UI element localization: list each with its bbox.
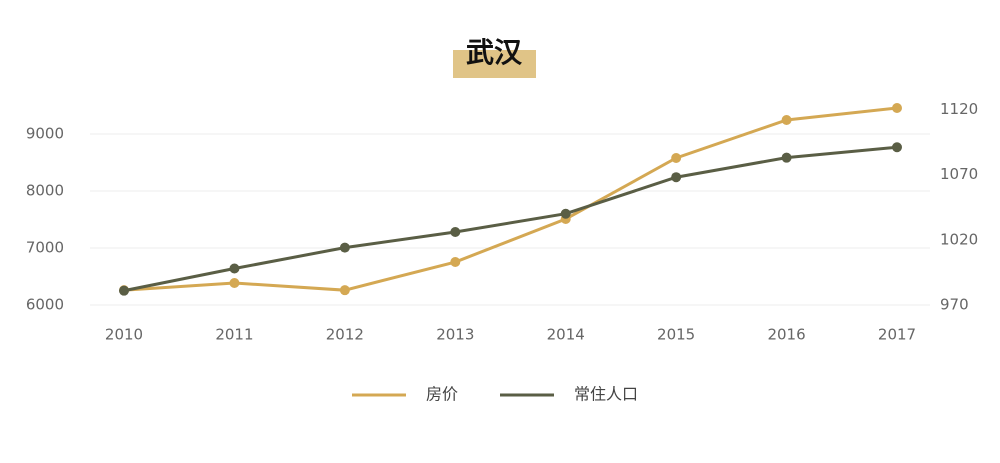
point	[229, 277, 240, 288]
x-tick-label: 2011	[215, 326, 253, 344]
y-tick-label: 9000	[26, 125, 64, 143]
point	[892, 142, 902, 153]
point	[229, 263, 240, 274]
x-tick-label: 2014	[547, 326, 585, 344]
y-tick-label: 7000	[26, 239, 64, 257]
point	[671, 172, 682, 183]
point	[671, 152, 682, 163]
x-tick-label: 2013	[436, 326, 474, 344]
legend-label: 常住人口	[574, 385, 638, 404]
x-tick-label: 2017	[878, 326, 916, 344]
x-tick-label: 2015	[657, 326, 695, 344]
point	[119, 285, 129, 296]
point	[450, 257, 461, 268]
y2-tick-label: 1020	[940, 230, 978, 248]
point	[560, 208, 571, 219]
point	[450, 226, 461, 237]
chart-title: 武汉	[466, 36, 523, 69]
legend-label: 房价	[426, 385, 458, 404]
point	[339, 242, 350, 253]
line	[123, 145, 898, 293]
y-tick-label: 6000	[26, 296, 64, 314]
x-tick-label: 2010	[105, 326, 143, 344]
y2-tick-label: 1070	[940, 165, 978, 183]
point	[339, 285, 350, 296]
line	[123, 106, 898, 292]
x-tick-label: 2016	[767, 326, 805, 344]
point	[892, 103, 902, 114]
point	[781, 152, 792, 163]
point	[781, 114, 792, 125]
title-highlight	[453, 50, 536, 78]
y2-tick-label: 970	[940, 296, 969, 314]
y-tick-label: 8000	[26, 182, 64, 200]
y2-tick-label: 1120	[940, 100, 978, 118]
x-tick-label: 2012	[326, 326, 364, 344]
